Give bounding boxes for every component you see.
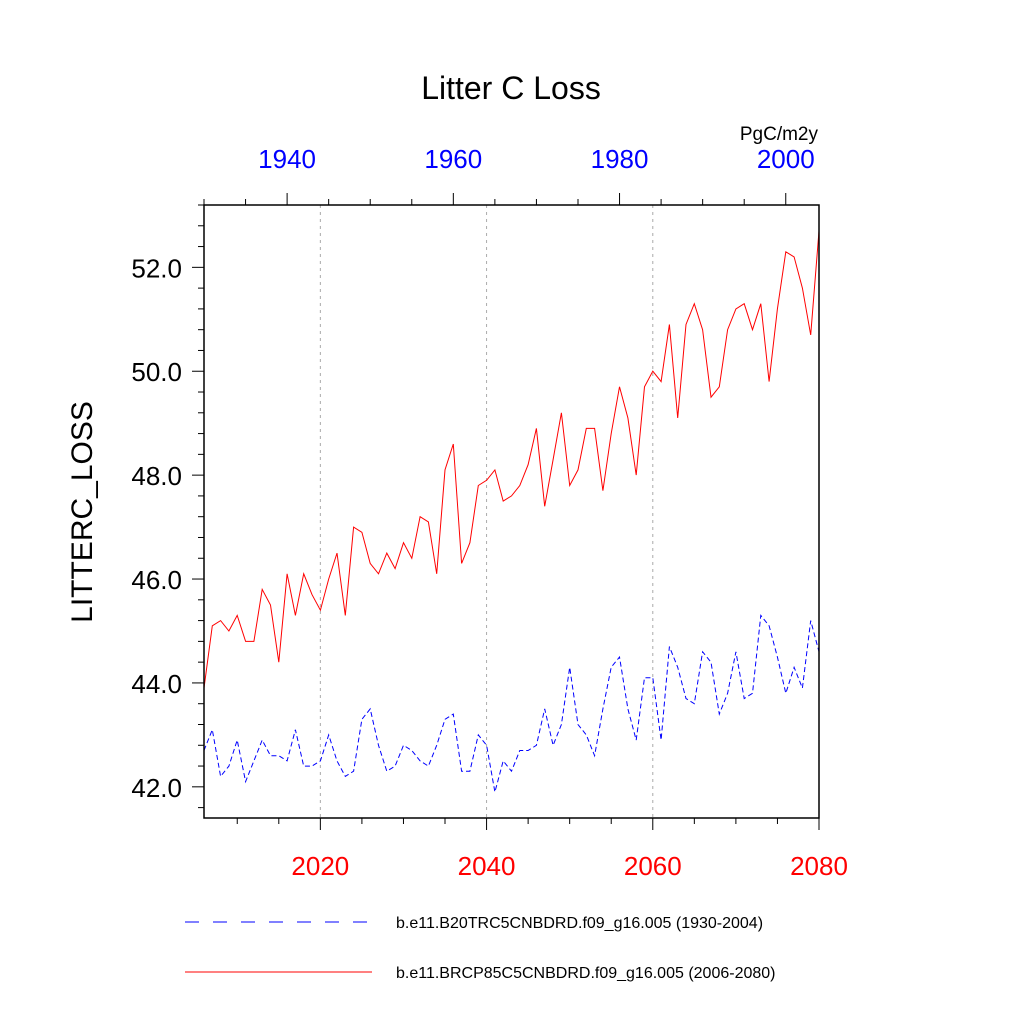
bottom-tick-label: 2060	[624, 851, 682, 881]
legend-label: b.e11.BRCP85C5CNBDRD.f09_g16.005 (2006-2…	[396, 965, 775, 982]
top-tick-label: 2000	[757, 144, 815, 174]
top-tick-label: 1940	[258, 144, 316, 174]
legend: b.e11.B20TRC5CNBDRD.f09_g16.005 (1930-20…	[185, 915, 775, 982]
y-tick-label: 50.0	[131, 357, 182, 387]
bottom-tick-label: 2080	[790, 851, 848, 881]
gridlines	[319, 205, 654, 818]
legend-label: b.e11.B20TRC5CNBDRD.f09_g16.005 (1930-20…	[396, 915, 763, 932]
axis-tick-labels: 42.0 44.0 46.0 48.0 50.0 52.0 2020 2040 2060 2080…	[131, 144, 848, 881]
y-tick-label: 44.0	[131, 669, 182, 699]
axis-ticks	[192, 193, 820, 830]
series-line-rcp85	[203, 230, 820, 689]
units-label: PgC/m2y	[740, 124, 819, 145]
plot-frame	[203, 204, 820, 819]
top-tick-label: 1980	[591, 144, 649, 174]
y-tick-label: 48.0	[131, 461, 182, 491]
y-axis-label: LITTERC_LOSS	[66, 401, 99, 623]
chart-title: Litter C Loss	[421, 70, 601, 106]
series-line-historical	[203, 614, 820, 793]
bottom-tick-label: 2020	[291, 851, 349, 881]
series-layer	[203, 230, 820, 793]
y-tick-label: 42.0	[131, 773, 182, 803]
y-tick-label: 46.0	[131, 565, 182, 595]
top-tick-label: 1960	[424, 144, 482, 174]
bottom-tick-label: 2040	[458, 851, 516, 881]
y-tick-label: 52.0	[131, 253, 182, 283]
